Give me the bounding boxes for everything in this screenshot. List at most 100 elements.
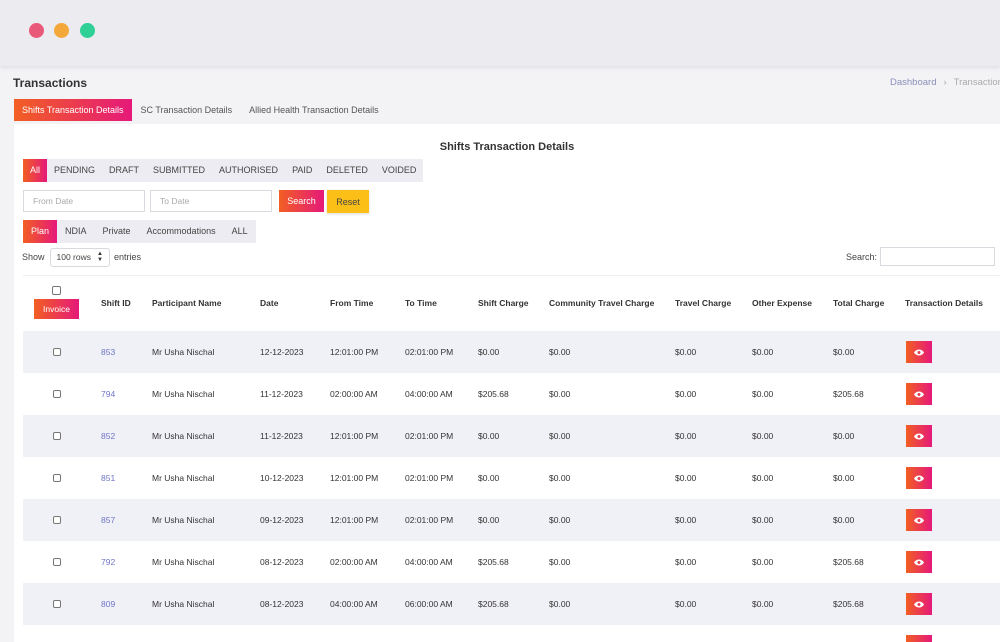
- shift-id-link[interactable]: 851: [101, 473, 116, 483]
- shift-id-link[interactable]: 857: [101, 515, 116, 525]
- rows-per-page-select[interactable]: 100 rows ▲ ▼: [49, 247, 110, 267]
- column-header-other-expense[interactable]: Other Expense: [752, 298, 812, 308]
- shift-date: 08-12-2023: [260, 557, 304, 567]
- column-header-travel-charge[interactable]: Travel Charge: [675, 298, 732, 308]
- shift-charge: $0.00: [478, 473, 500, 483]
- column-header-participant-name[interactable]: Participant Name: [152, 298, 222, 308]
- view-transaction-button[interactable]: [906, 467, 932, 489]
- close-window-button[interactable]: [29, 23, 44, 38]
- table-search-input[interactable]: [880, 247, 995, 266]
- column-header-community-travel-charge[interactable]: Community Travel Charge: [549, 298, 655, 308]
- from-time: 12:01:00 PM: [330, 347, 379, 357]
- row-checkbox[interactable]: [53, 516, 61, 524]
- table-row: 851 Mr Usha Nischal 10-12-2023 12:01:00 …: [23, 457, 1000, 499]
- travel-charge: $0.00: [675, 515, 697, 525]
- row-checkbox[interactable]: [53, 600, 61, 608]
- other-expense: $0.00: [752, 431, 774, 441]
- tab-sc-transaction-details[interactable]: SC Transaction Details: [140, 105, 233, 115]
- type-tab-plan[interactable]: Plan: [23, 220, 58, 243]
- column-header-shift-id[interactable]: Shift ID: [101, 298, 131, 308]
- row-checkbox[interactable]: [53, 390, 61, 398]
- shift-id-link[interactable]: 809: [101, 599, 116, 609]
- shift-charge: $0.00: [478, 515, 500, 525]
- tab-allied-health-transaction-details[interactable]: Allied Health Transaction Details: [249, 105, 379, 115]
- row-checkbox[interactable]: [53, 558, 61, 566]
- view-transaction-button[interactable]: [906, 425, 932, 447]
- eye-icon: [914, 559, 924, 565]
- maximize-window-button[interactable]: [80, 23, 95, 38]
- participant-name: Mr Usha Nischal: [152, 599, 215, 609]
- total-charge: $205.68: [833, 557, 864, 567]
- status-tab-draft[interactable]: DRAFT: [109, 165, 140, 175]
- view-transaction-button[interactable]: [906, 551, 932, 573]
- type-tab-private[interactable]: Private: [102, 226, 131, 236]
- other-expense: $0.00: [752, 473, 774, 483]
- view-transaction-button[interactable]: [906, 383, 932, 405]
- community-travel-charge: $0.00: [549, 389, 571, 399]
- status-tab-voided[interactable]: VOIDED: [381, 165, 417, 175]
- shift-id-link[interactable]: 853: [101, 347, 116, 357]
- type-tab-ndia[interactable]: NDIA: [65, 226, 87, 236]
- invoice-button[interactable]: Invoice: [34, 299, 79, 319]
- window-titlebar: [0, 0, 1000, 66]
- type-tab-accommodations[interactable]: Accommodations: [146, 226, 216, 236]
- search-button[interactable]: Search: [279, 190, 324, 212]
- total-charge: $0.00: [833, 473, 855, 483]
- shift-id-link[interactable]: 792: [101, 557, 116, 567]
- reset-button[interactable]: Reset: [327, 190, 369, 213]
- breadcrumb-dashboard[interactable]: Dashboard: [890, 77, 937, 88]
- transactions-card: Shifts Transaction Details All PENDING D…: [14, 124, 1000, 642]
- table-row: 852 Mr Usha Nischal 11-12-2023 12:01:00 …: [23, 415, 1000, 457]
- column-header-from-time[interactable]: From Time: [330, 298, 374, 308]
- status-tab-submitted[interactable]: SUBMITTED: [153, 165, 206, 175]
- status-tab-pending[interactable]: PENDING: [54, 165, 96, 175]
- to-time: 04:00:00 AM: [405, 557, 453, 567]
- travel-charge: $0.00: [675, 389, 697, 399]
- status-tab-all[interactable]: All: [23, 159, 48, 182]
- status-tab-paid[interactable]: PAID: [292, 165, 313, 175]
- row-checkbox[interactable]: [53, 348, 61, 356]
- view-transaction-button[interactable]: [906, 509, 932, 531]
- view-transaction-button[interactable]: [906, 341, 932, 363]
- column-header-date[interactable]: Date: [260, 298, 279, 308]
- to-time: 02:01:00 PM: [405, 431, 454, 441]
- shift-id-link[interactable]: 852: [101, 431, 116, 441]
- shift-id-link[interactable]: 794: [101, 389, 116, 399]
- table-row: 853 Mr Usha Nischal 12-12-2023 12:01:00 …: [23, 331, 1000, 373]
- community-travel-charge: $0.00: [549, 557, 571, 567]
- total-charge: $0.00: [833, 347, 855, 357]
- show-entries: Show 100 rows ▲ ▼ entries: [22, 247, 141, 267]
- community-travel-charge: $0.00: [549, 431, 571, 441]
- participant-name: Mr Usha Nischal: [152, 389, 215, 399]
- column-header-total-charge[interactable]: Total Charge: [833, 298, 885, 308]
- to-time: 02:01:00 PM: [405, 515, 454, 525]
- shift-date: 08-12-2023: [260, 599, 304, 609]
- select-all-checkbox[interactable]: [52, 286, 61, 295]
- shift-date: 11-12-2023: [260, 431, 303, 441]
- to-time: 06:00:00 AM: [405, 599, 453, 609]
- shift-charge: $0.00: [478, 431, 500, 441]
- chevron-updown-icon: ▲ ▼: [97, 251, 103, 263]
- eye-icon: [914, 517, 924, 523]
- view-transaction-button[interactable]: [906, 593, 932, 615]
- community-travel-charge: $0.00: [549, 473, 571, 483]
- type-tab-all[interactable]: ALL: [231, 226, 248, 236]
- table-row: 794 Mr Usha Nischal 11-12-2023 02:00:00 …: [23, 373, 1000, 415]
- row-checkbox[interactable]: [53, 474, 61, 482]
- shift-charge: $205.68: [478, 389, 509, 399]
- column-header-to-time[interactable]: To Time: [405, 298, 437, 308]
- column-header-transaction-details: Transaction Details: [905, 298, 983, 308]
- status-tab-authorised[interactable]: AUTHORISED: [219, 165, 279, 175]
- travel-charge: $0.00: [675, 557, 697, 567]
- travel-charge: $0.00: [675, 347, 697, 357]
- minimize-window-button[interactable]: [54, 23, 69, 38]
- from-time: 12:01:00 PM: [330, 515, 379, 525]
- view-transaction-button[interactable]: [906, 635, 932, 642]
- row-checkbox[interactable]: [53, 432, 61, 440]
- column-header-shift-charge[interactable]: Shift Charge: [478, 298, 529, 308]
- status-tab-deleted[interactable]: DELETED: [326, 165, 368, 175]
- to-date-input[interactable]: [150, 190, 272, 212]
- tab-shifts-transaction-details[interactable]: Shifts Transaction Details: [14, 99, 132, 121]
- shift-charge: $205.68: [478, 557, 509, 567]
- from-date-input[interactable]: [23, 190, 145, 212]
